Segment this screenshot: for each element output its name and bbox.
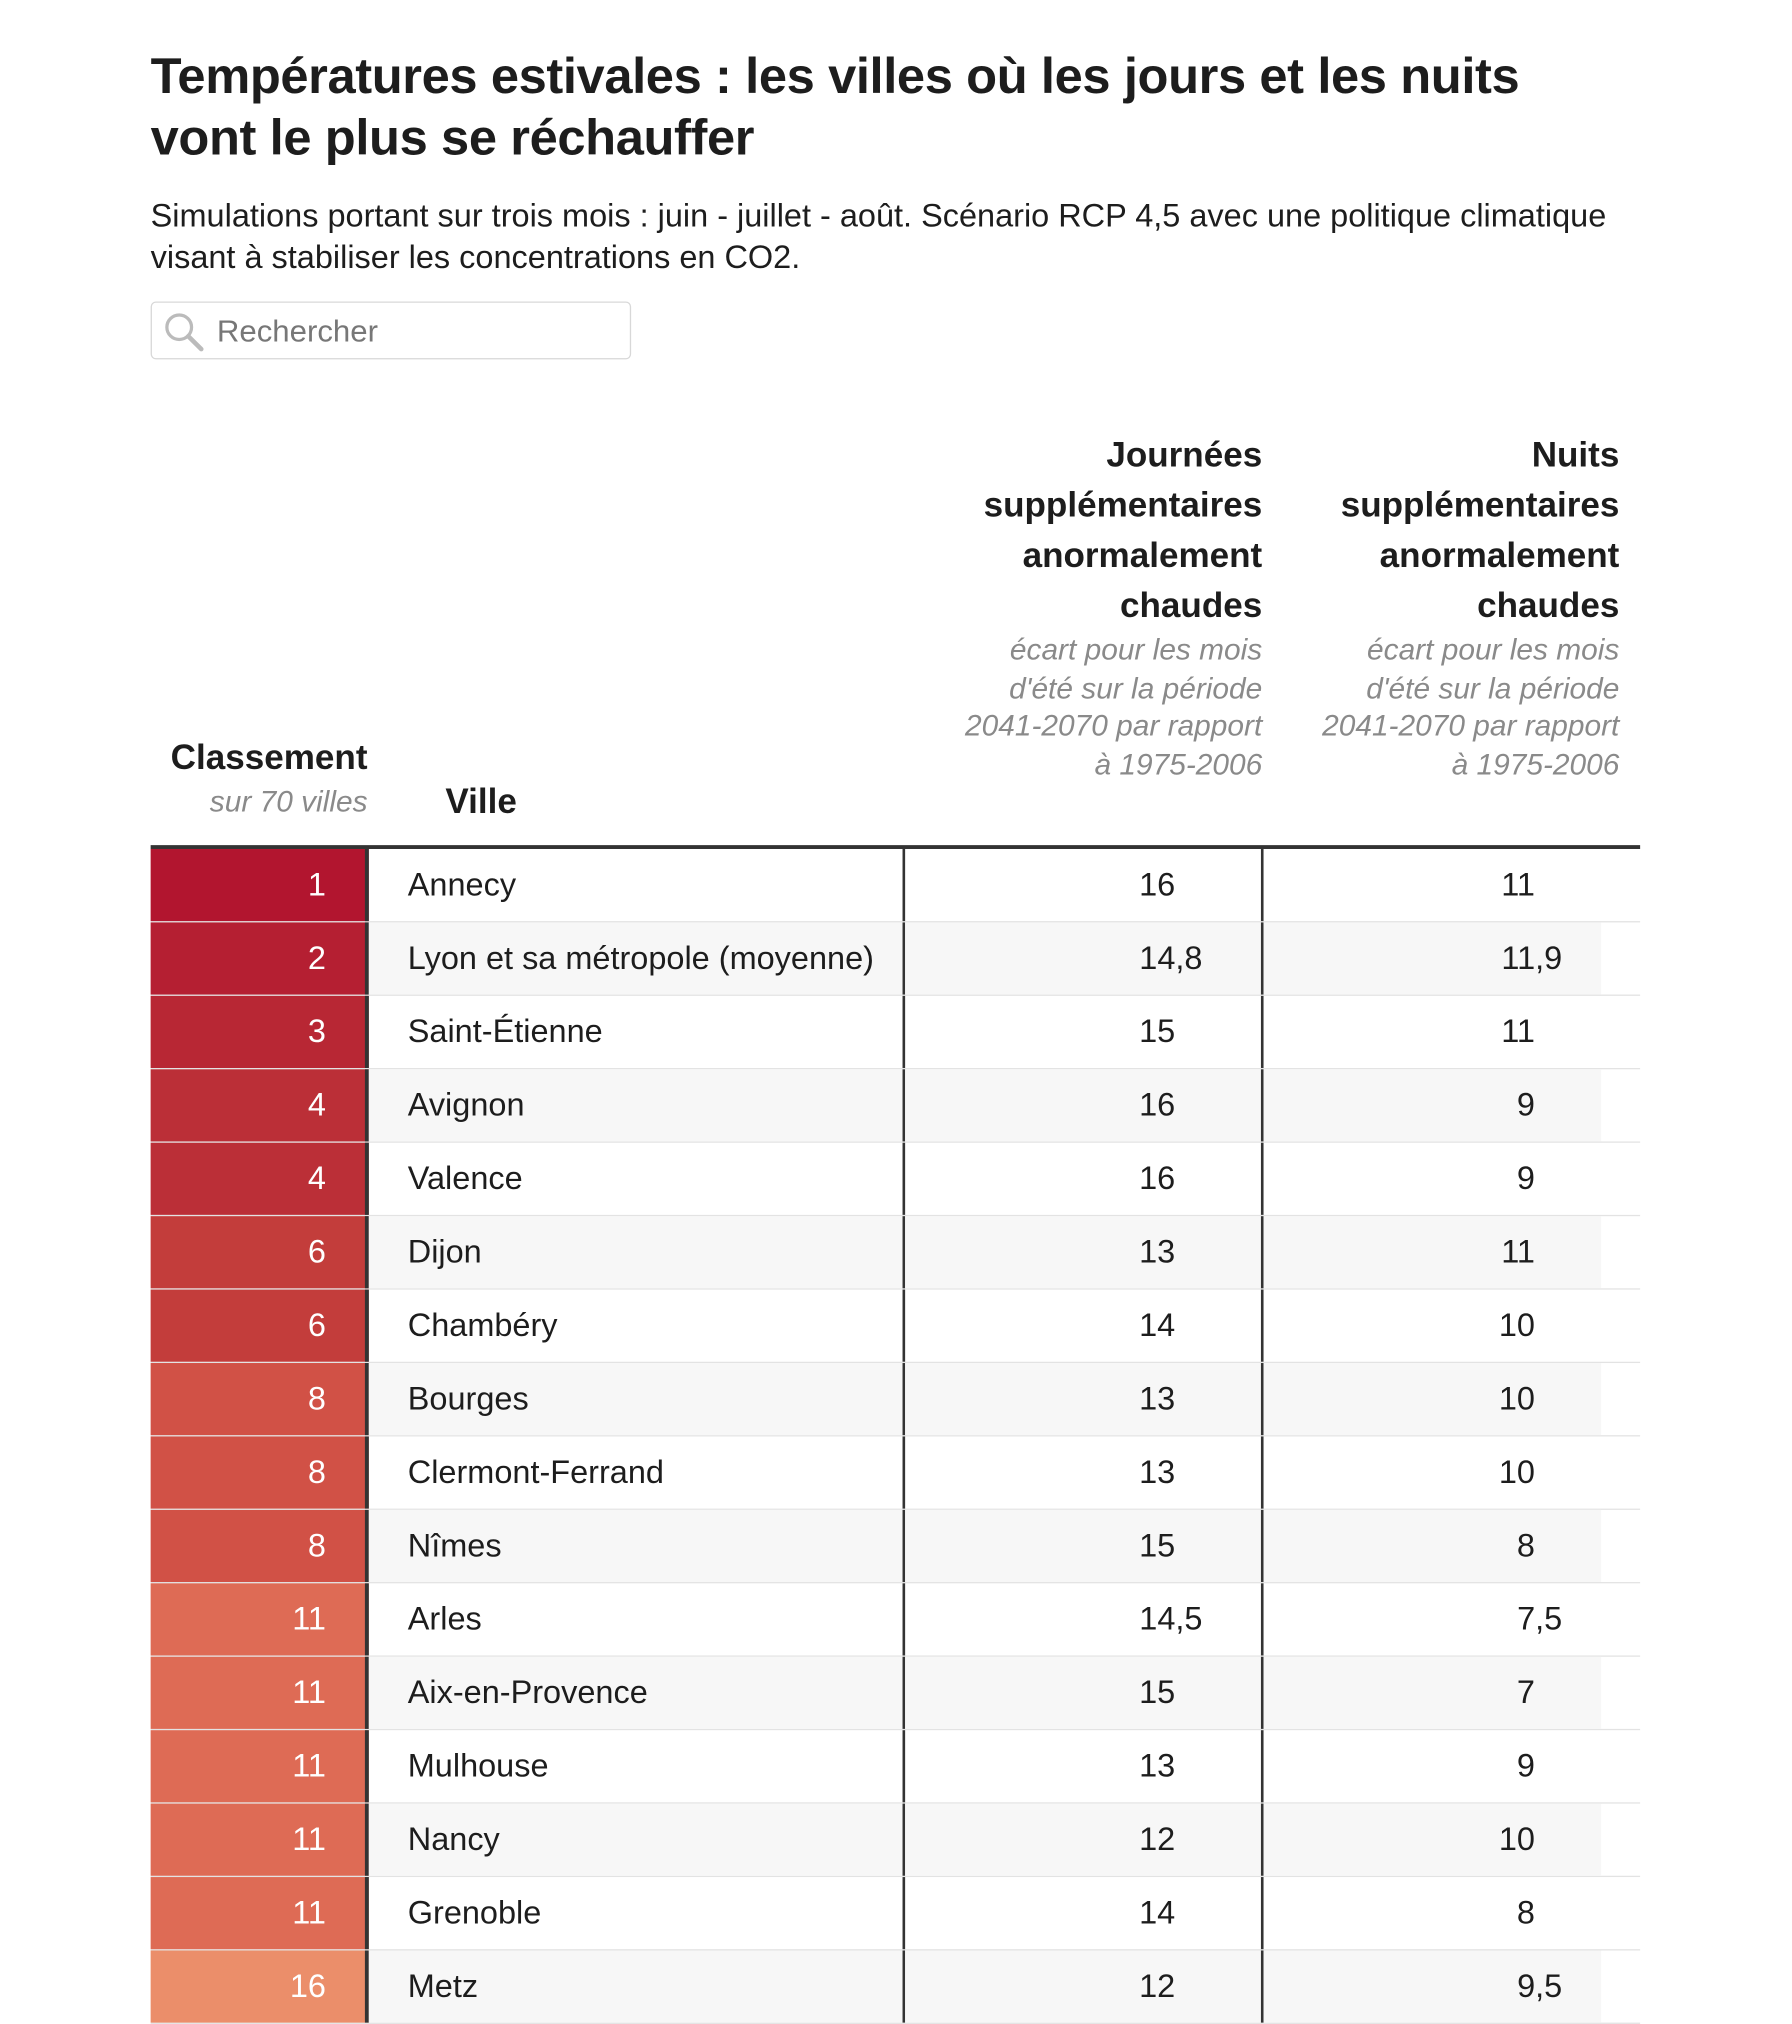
- nights-cell: 9: [1516, 1160, 1535, 1197]
- rank-cell: 16: [150, 1950, 369, 2023]
- days-cell: 15: [905, 1656, 1264, 1729]
- table-row: 1 Annecy 16 11: [150, 848, 1641, 923]
- city-cell: Saint-Étienne: [369, 995, 906, 1069]
- nights-cell: 9: [1516, 1747, 1535, 1784]
- city-cell: Dijon: [368, 1216, 906, 1289]
- column-title: Classement: [170, 738, 368, 777]
- table-row: 8 Clermont-Ferrand 13 10: [150, 1436, 1641, 1510]
- title: Températures estivales : les villes où l…: [150, 48, 1520, 167]
- nights-cell: 10: [1263, 1363, 1602, 1436]
- city-cell: Grenoble: [369, 1877, 906, 1950]
- days-cell: 15: [905, 1509, 1264, 1583]
- rank-cell: 8: [150, 1436, 369, 1509]
- days-cell: 13: [905, 1363, 1264, 1436]
- days-cell: 14,8: [905, 922, 1264, 995]
- rank-cell: 3: [150, 995, 369, 1069]
- days-cell: 15: [905, 995, 1264, 1069]
- column-title: Journées supplémentaires anormalement ch…: [983, 435, 1263, 625]
- nights-cell: 9: [1263, 1069, 1602, 1142]
- nights-cell: 11: [1263, 1216, 1602, 1289]
- table-row: 6 Chambéry 14 10: [150, 1289, 1641, 1364]
- table-row: 11 Arles 14,5 7,5: [150, 1583, 1641, 1657]
- rank-cell: 11: [150, 1656, 369, 1729]
- table: 1 Annecy 16 11 2 Lyon et sa métropole (moyenn…: [150, 845, 1641, 2024]
- rank-cell: 6: [150, 1216, 369, 1289]
- rank-cell: 11: [150, 1803, 369, 1876]
- city-cell: Metz: [368, 1950, 906, 2023]
- column-header[interactable]: Nuits supplémentaires anormalement chaud…: [1318, 430, 1619, 783]
- table-row: 8 Nîmes 15 8: [150, 1509, 1641, 1584]
- column-note: écart pour les mois d'été sur la période…: [1322, 632, 1620, 781]
- table-row: 11 Aix-en-Provence 15 7: [150, 1656, 1641, 1731]
- table-row: 11 Nancy 12 10: [150, 1803, 1641, 1878]
- days-cell: 14,5: [905, 1583, 1264, 1656]
- nights-cell: 8: [1516, 1894, 1535, 1931]
- table-row: 2 Lyon et sa métropole (moyenne) 14,8 11,9: [150, 922, 1641, 996]
- nights-cell: 7: [1263, 1656, 1602, 1729]
- rank-cell: 1: [150, 848, 369, 922]
- city-cell: Arles: [369, 1583, 906, 1656]
- city-cell: Aix-en-Provence: [368, 1656, 906, 1729]
- days-cell: 14: [905, 1877, 1264, 1950]
- search-icon: [165, 313, 204, 352]
- column-note: écart pour les mois d'été sur la période…: [965, 632, 1263, 781]
- column-header[interactable]: Journées supplémentaires anormalement ch…: [961, 430, 1262, 783]
- days-cell: 13: [905, 1730, 1264, 1803]
- nights-cell: 10: [1498, 1453, 1535, 1490]
- city-cell: Mulhouse: [369, 1730, 906, 1803]
- days-cell: 12: [905, 1950, 1264, 2023]
- days-cell: 16: [905, 1069, 1264, 1142]
- table-row: 4 Valence 16 9: [150, 1142, 1641, 1217]
- rank-cell: 11: [150, 1730, 369, 1803]
- rank-cell: 4: [150, 1069, 369, 1142]
- column-title[interactable]: Ville: [445, 781, 517, 821]
- city-cell: Bourges: [368, 1363, 906, 1436]
- city-cell: Clermont-Ferrand: [369, 1436, 906, 1509]
- days-cell: 12: [905, 1803, 1264, 1876]
- table-row: 8 Bourges 13 10: [150, 1363, 1641, 1437]
- nights-cell: 8: [1263, 1509, 1602, 1583]
- nights-cell: 10: [1498, 1306, 1535, 1344]
- nights-cell: 11: [1501, 866, 1535, 903]
- city-cell: Lyon et sa métropole (moyenne): [368, 922, 906, 995]
- table-row: 11 Grenoble 14 8: [150, 1877, 1641, 1951]
- rank-cell: 8: [150, 1363, 369, 1436]
- rank-cell: 4: [150, 1142, 369, 1215]
- rank-cell: 8: [150, 1509, 369, 1583]
- search-box[interactable]: Rechercher: [150, 301, 632, 360]
- nights-cell: 11: [1501, 1013, 1535, 1050]
- city-cell: Valence: [369, 1142, 906, 1215]
- days-cell: 13: [905, 1436, 1264, 1509]
- city-cell: Annecy: [369, 848, 906, 922]
- days-cell: 13: [905, 1216, 1264, 1289]
- nights-cell: 9,5: [1263, 1950, 1602, 2023]
- table-row: 4 Avignon 16 9: [150, 1069, 1641, 1143]
- search-placeholder: Rechercher: [216, 314, 378, 350]
- rank-cell: 11: [150, 1583, 369, 1656]
- nights-cell: 11,9: [1263, 922, 1602, 995]
- city-cell: Chambéry: [369, 1289, 906, 1362]
- table-row: 16 Metz 12 9,5: [150, 1950, 1641, 2024]
- days-cell: 14: [905, 1289, 1264, 1362]
- city-cell: Nancy: [368, 1803, 906, 1876]
- nights-cell: 10: [1263, 1803, 1602, 1876]
- subtitle: Simulations portant sur trois mois : jui…: [150, 198, 1607, 276]
- days-cell: 16: [905, 1142, 1264, 1215]
- column-note: sur 70 villes: [209, 784, 368, 819]
- rank-cell: 2: [150, 922, 369, 995]
- column-title: Nuits supplémentaires anormalement chaud…: [1340, 435, 1620, 625]
- table-row: 11 Mulhouse 13 9: [150, 1730, 1641, 1804]
- rank-cell: 11: [150, 1877, 369, 1950]
- column-header[interactable]: Classement sur 70 villes: [151, 733, 368, 821]
- city-cell: Nîmes: [368, 1509, 906, 1583]
- days-cell: 16: [905, 848, 1264, 922]
- table-row: 6 Dijon 13 11: [150, 1216, 1641, 1290]
- city-cell: Avignon: [368, 1069, 906, 1142]
- rank-cell: 6: [150, 1289, 369, 1362]
- table-row: 3 Saint-Étienne 15 11: [150, 995, 1641, 1070]
- nights-cell: 7,5: [1517, 1600, 1563, 1637]
